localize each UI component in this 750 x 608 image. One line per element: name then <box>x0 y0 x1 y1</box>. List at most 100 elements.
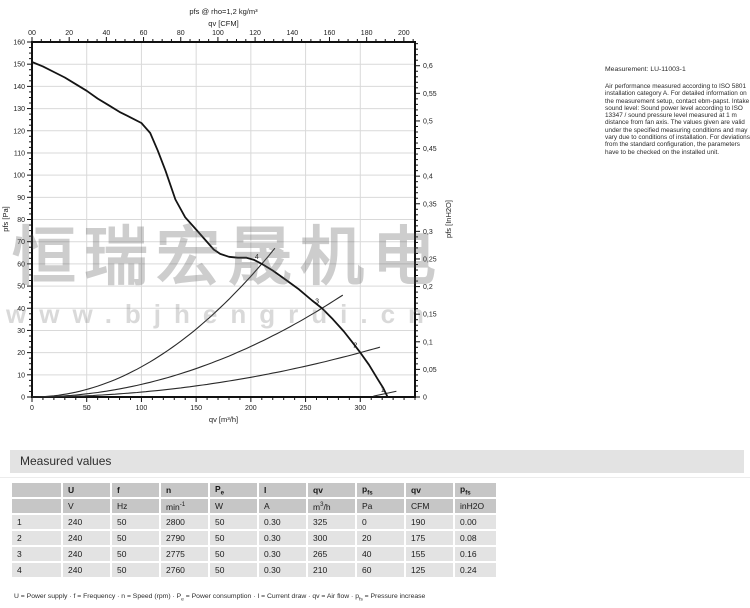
top-axis-tick-label: 20 <box>65 30 73 37</box>
bottom-axis-tick-label: 0 <box>30 405 34 412</box>
table-cell: 50 <box>112 531 159 545</box>
table-cell: 0 <box>357 515 404 529</box>
operating-point-label-4: 4 <box>255 254 259 261</box>
table-cell: 240 <box>63 531 110 545</box>
table-header-cell: I <box>259 483 306 497</box>
measurement-id: Measurement: LU-11003-1 <box>605 66 686 73</box>
table-cell: 2800 <box>161 515 208 529</box>
bottom-axis-label: qv [m³/h] <box>209 415 238 424</box>
left-axis-tick-label: 90 <box>17 195 25 202</box>
left-axis-tick-label: 140 <box>13 84 25 91</box>
top-axis-tick-label: 180 <box>361 30 373 37</box>
right-axis-tick-label: 0,3 <box>423 229 433 236</box>
table-header-cell <box>12 483 61 497</box>
table-cell: 50 <box>210 515 257 529</box>
system-curve-4 <box>32 247 276 398</box>
measured-values-header: Measured values <box>10 450 744 473</box>
table-unit-cell: Hz <box>112 499 159 513</box>
table-header-cell: Pe <box>210 483 257 497</box>
table-cell: 60 <box>357 563 404 577</box>
left-axis-tick-label: 30 <box>17 328 25 335</box>
table-cell: 240 <box>63 515 110 529</box>
table-header-cell: n <box>161 483 208 497</box>
table-cell: 20 <box>357 531 404 545</box>
table-unit-cell: V <box>63 499 110 513</box>
right-axis-tick-label: 0,6 <box>423 63 433 70</box>
table-cell: 50 <box>210 531 257 545</box>
table-cell: 0.08 <box>455 531 496 545</box>
system-curve-3 <box>32 294 344 398</box>
right-axis-tick-label: 0,2 <box>423 284 433 291</box>
table-cell: 0.30 <box>259 531 306 545</box>
table-unit-cell <box>12 499 61 513</box>
system-curve-2 <box>32 346 381 398</box>
table-cell: 175 <box>406 531 453 545</box>
top-axis-tick-label: 00 <box>28 30 36 37</box>
table-cell: 40 <box>357 547 404 561</box>
table-cell: 2790 <box>161 531 208 545</box>
table-row: 2 240 50 2790 50 0.30 300 20 175 0.08 <box>12 531 496 545</box>
right-axis-label: pfs [InH2O] <box>444 200 453 238</box>
left-axis-tick-label: 150 <box>13 62 25 69</box>
table-header-cell: qv <box>308 483 355 497</box>
table-header-cell: U <box>63 483 110 497</box>
operating-point-label-3: 3 <box>315 298 319 305</box>
left-axis-tick-label: 20 <box>17 350 25 357</box>
right-axis-tick-label: 0,5 <box>423 118 433 125</box>
table-cell: 0.24 <box>455 563 496 577</box>
right-axis-tick-label: 0,55 <box>423 91 437 98</box>
table-header-cell: f <box>112 483 159 497</box>
table-unit-cell: min-1 <box>161 499 208 513</box>
table-cell: 300 <box>308 531 355 545</box>
system-curve-1 <box>373 390 397 397</box>
table-header-cell: pfs <box>357 483 404 497</box>
table-cell: 325 <box>308 515 355 529</box>
table-cell: 240 <box>63 563 110 577</box>
left-axis-tick-label: 80 <box>17 217 25 224</box>
table-cell: 265 <box>308 547 355 561</box>
top-axis-tick-label: 60 <box>140 30 148 37</box>
bottom-axis-tick-label: 200 <box>245 405 257 412</box>
right-axis-tick-label: 0,25 <box>423 256 437 263</box>
right-axis-tick-label: 0,1 <box>423 339 433 346</box>
table-cell: 0.30 <box>259 563 306 577</box>
table-unit-cell: CFM <box>406 499 453 513</box>
top-axis-tick-label: 200 <box>398 30 410 37</box>
table-cell: 50 <box>210 547 257 561</box>
table-cell: 1 <box>12 515 61 529</box>
table-unit-cell: Pa <box>357 499 404 513</box>
table-cell: 2 <box>12 531 61 545</box>
bottom-axis-tick-label: 150 <box>190 405 202 412</box>
top-axis-label: qv [CFM] <box>208 19 238 28</box>
table-cell: 125 <box>406 563 453 577</box>
left-axis-tick-label: 0 <box>21 395 25 402</box>
bottom-axis-tick-label: 250 <box>300 405 312 412</box>
right-axis-tick-label: 0,45 <box>423 146 437 153</box>
chart-title: pfs @ rho=1,2 kg/m³ <box>189 7 258 16</box>
right-axis-tick-label: 0,4 <box>423 174 433 181</box>
table-cell: 0.30 <box>259 547 306 561</box>
table-cell: 2760 <box>161 563 208 577</box>
fan-performance-curve <box>31 61 389 398</box>
table-cell: 0.30 <box>259 515 306 529</box>
left-axis-tick-label: 60 <box>17 261 25 268</box>
measurement-note: Air performance measured according to IS… <box>605 83 750 156</box>
right-axis-tick-label: 0 <box>423 395 427 402</box>
table-row: 1 240 50 2800 50 0.30 325 0 190 0.00 <box>12 515 496 529</box>
left-axis-tick-label: 110 <box>14 150 25 157</box>
top-axis-tick-label: 160 <box>324 30 336 37</box>
table-unit-cell: inH2O <box>455 499 496 513</box>
table-header-cell: qv <box>406 483 453 497</box>
table-cell: 190 <box>406 515 453 529</box>
table-footnote: U = Power supply · f = Frequency · n = S… <box>14 593 426 603</box>
section-divider <box>0 477 750 478</box>
left-axis-tick-label: 10 <box>17 372 25 379</box>
left-axis-tick-label: 40 <box>17 306 25 313</box>
table-cell: 4 <box>12 563 61 577</box>
left-axis-tick-label: 130 <box>13 106 25 113</box>
table-cell: 2775 <box>161 547 208 561</box>
